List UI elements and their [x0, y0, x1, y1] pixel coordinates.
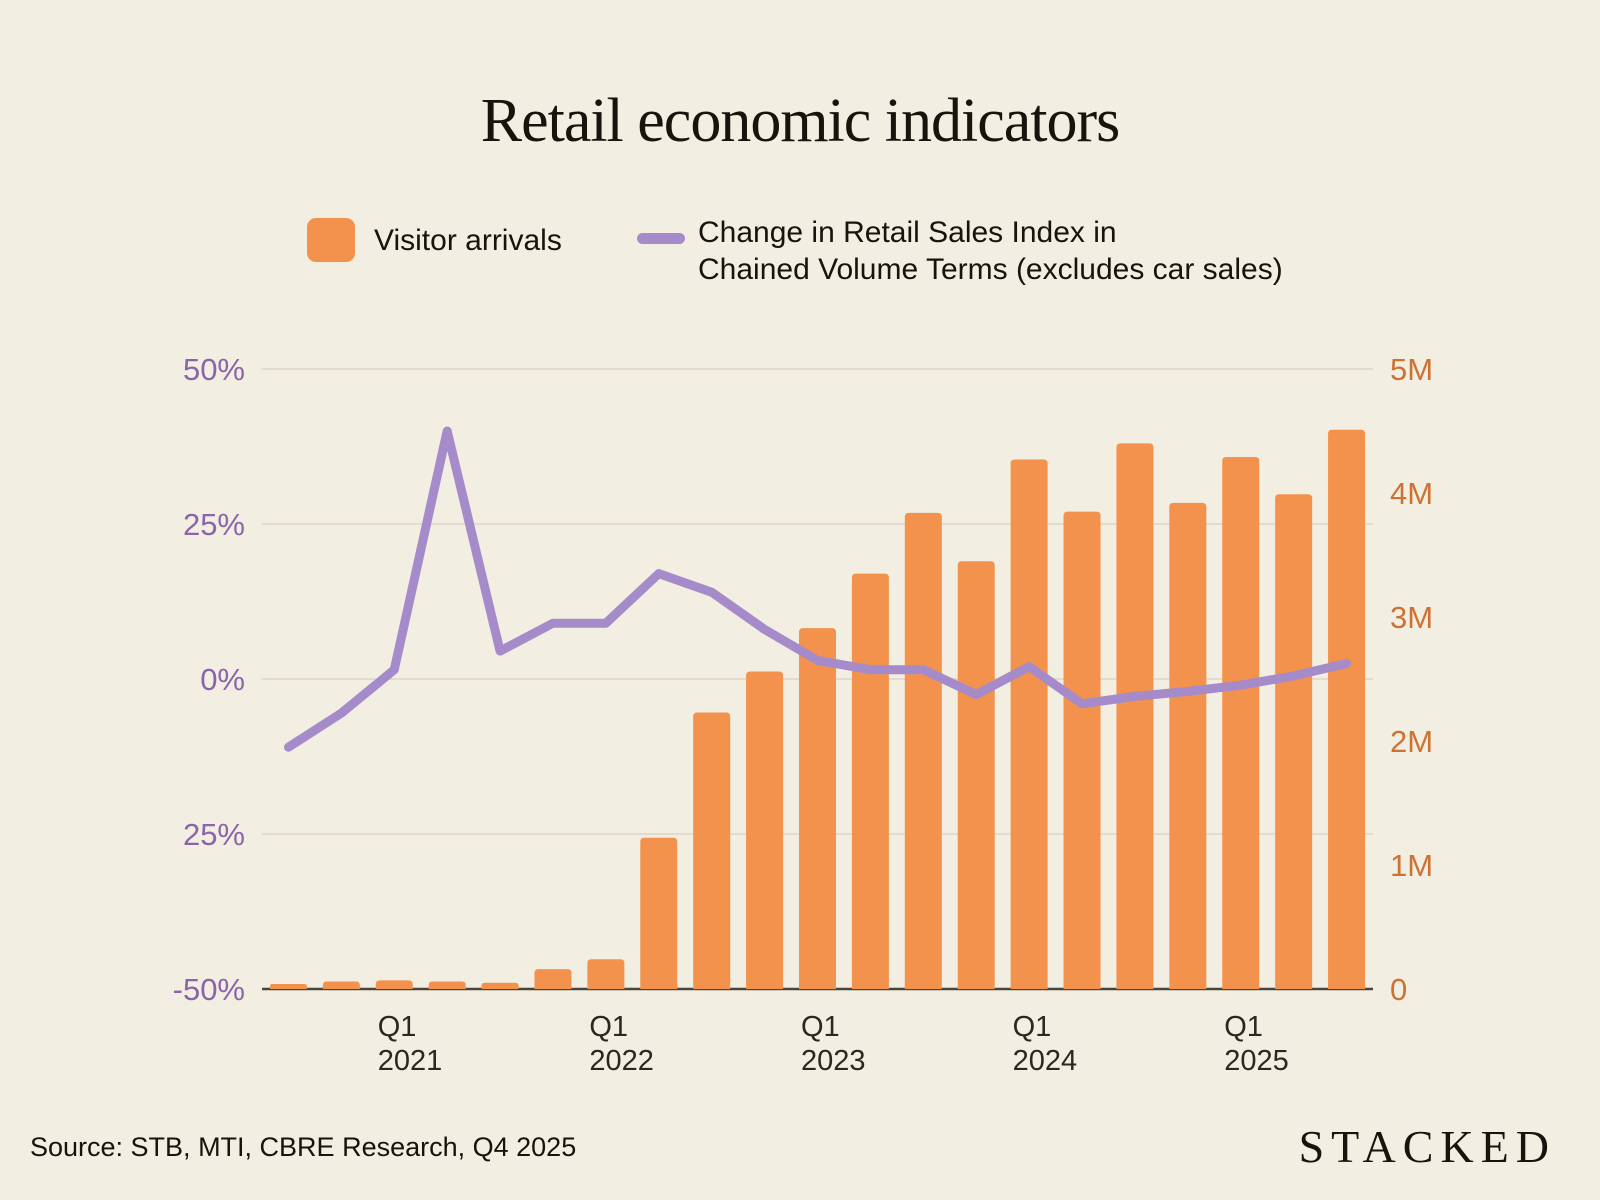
right-axis-tick-label: 1M	[1390, 848, 1433, 883]
visitor-arrivals-bar	[481, 982, 519, 989]
visitor-arrivals-bar	[904, 512, 942, 989]
legend-bar-label: Visitor arrivals	[374, 224, 562, 257]
x-axis-year-label: 2022	[589, 1045, 654, 1077]
left-axis-tick-label: 0%	[200, 662, 245, 697]
x-axis-year-label: 2021	[378, 1045, 443, 1077]
left-axis-tick-label: 25%	[183, 817, 245, 852]
stacked-logo: STACKED	[1298, 1121, 1556, 1172]
x-axis-year-label: 2024	[1013, 1045, 1078, 1077]
visitor-arrivals-bar	[534, 969, 572, 989]
visitor-arrivals-bar	[746, 671, 784, 989]
left-axis-tick-label: 25%	[183, 507, 245, 542]
x-axis-quarter-label: Q1	[801, 1011, 840, 1043]
visitor-arrivals-bar	[587, 959, 625, 989]
visitor-arrivals-bar	[269, 984, 307, 989]
x-axis-quarter-label: Q1	[1013, 1011, 1052, 1043]
visitor-arrivals-bar	[322, 981, 360, 989]
x-axis-quarter-label: Q1	[589, 1011, 628, 1043]
legend-line-label-row1: Change in Retail Sales Index in	[698, 216, 1117, 249]
visitor-arrivals-bar	[375, 980, 413, 989]
visitor-arrivals-bar	[1275, 494, 1313, 989]
visitor-arrivals-bar	[1116, 443, 1154, 989]
chart-title: Retail economic indicators	[480, 87, 1121, 155]
right-axis-tick-label: 3M	[1390, 600, 1433, 635]
retail-sales-index-line	[283, 426, 1352, 752]
visitor-arrivals-bar	[428, 981, 466, 989]
visitor-arrivals-bar	[799, 628, 836, 989]
legend-line-swatch	[637, 233, 685, 244]
legend-bar-swatch	[307, 218, 355, 262]
x-axis-year-label: 2025	[1224, 1045, 1289, 1077]
visitor-arrivals-bar	[1010, 459, 1048, 989]
visitor-arrivals-bar	[851, 573, 889, 989]
visitor-arrivals-bar	[640, 837, 678, 989]
x-axis-quarter-label: Q1	[1224, 1011, 1263, 1043]
right-axis-tick-label: 5M	[1390, 352, 1433, 387]
visitor-arrivals-bar	[1328, 429, 1366, 989]
visitor-arrivals-bar	[1063, 511, 1101, 989]
right-axis-tick-label: 0	[1390, 972, 1407, 1007]
source-note: Source: STB, MTI, CBRE Research, Q4 2025	[30, 1132, 577, 1162]
x-axis-year-label: 2023	[801, 1045, 866, 1077]
left-axis-tick-label: -50%	[173, 972, 245, 1007]
legend-line-label-row2: Chained Volume Terms (excludes car sales…	[698, 253, 1283, 286]
visitor-arrivals-bar	[693, 712, 731, 989]
right-axis-tick-label: 4M	[1390, 476, 1433, 511]
left-axis-tick-label: 50%	[183, 352, 245, 387]
x-axis-quarter-label: Q1	[378, 1011, 417, 1043]
right-axis-tick-label: 2M	[1390, 724, 1433, 759]
visitor-arrivals-bar	[957, 561, 995, 989]
legend-line-label: Change in Retail Sales Index in Chained …	[698, 214, 1283, 288]
visitor-arrivals-bar	[1222, 457, 1260, 989]
visitor-arrivals-bar	[1169, 502, 1207, 989]
